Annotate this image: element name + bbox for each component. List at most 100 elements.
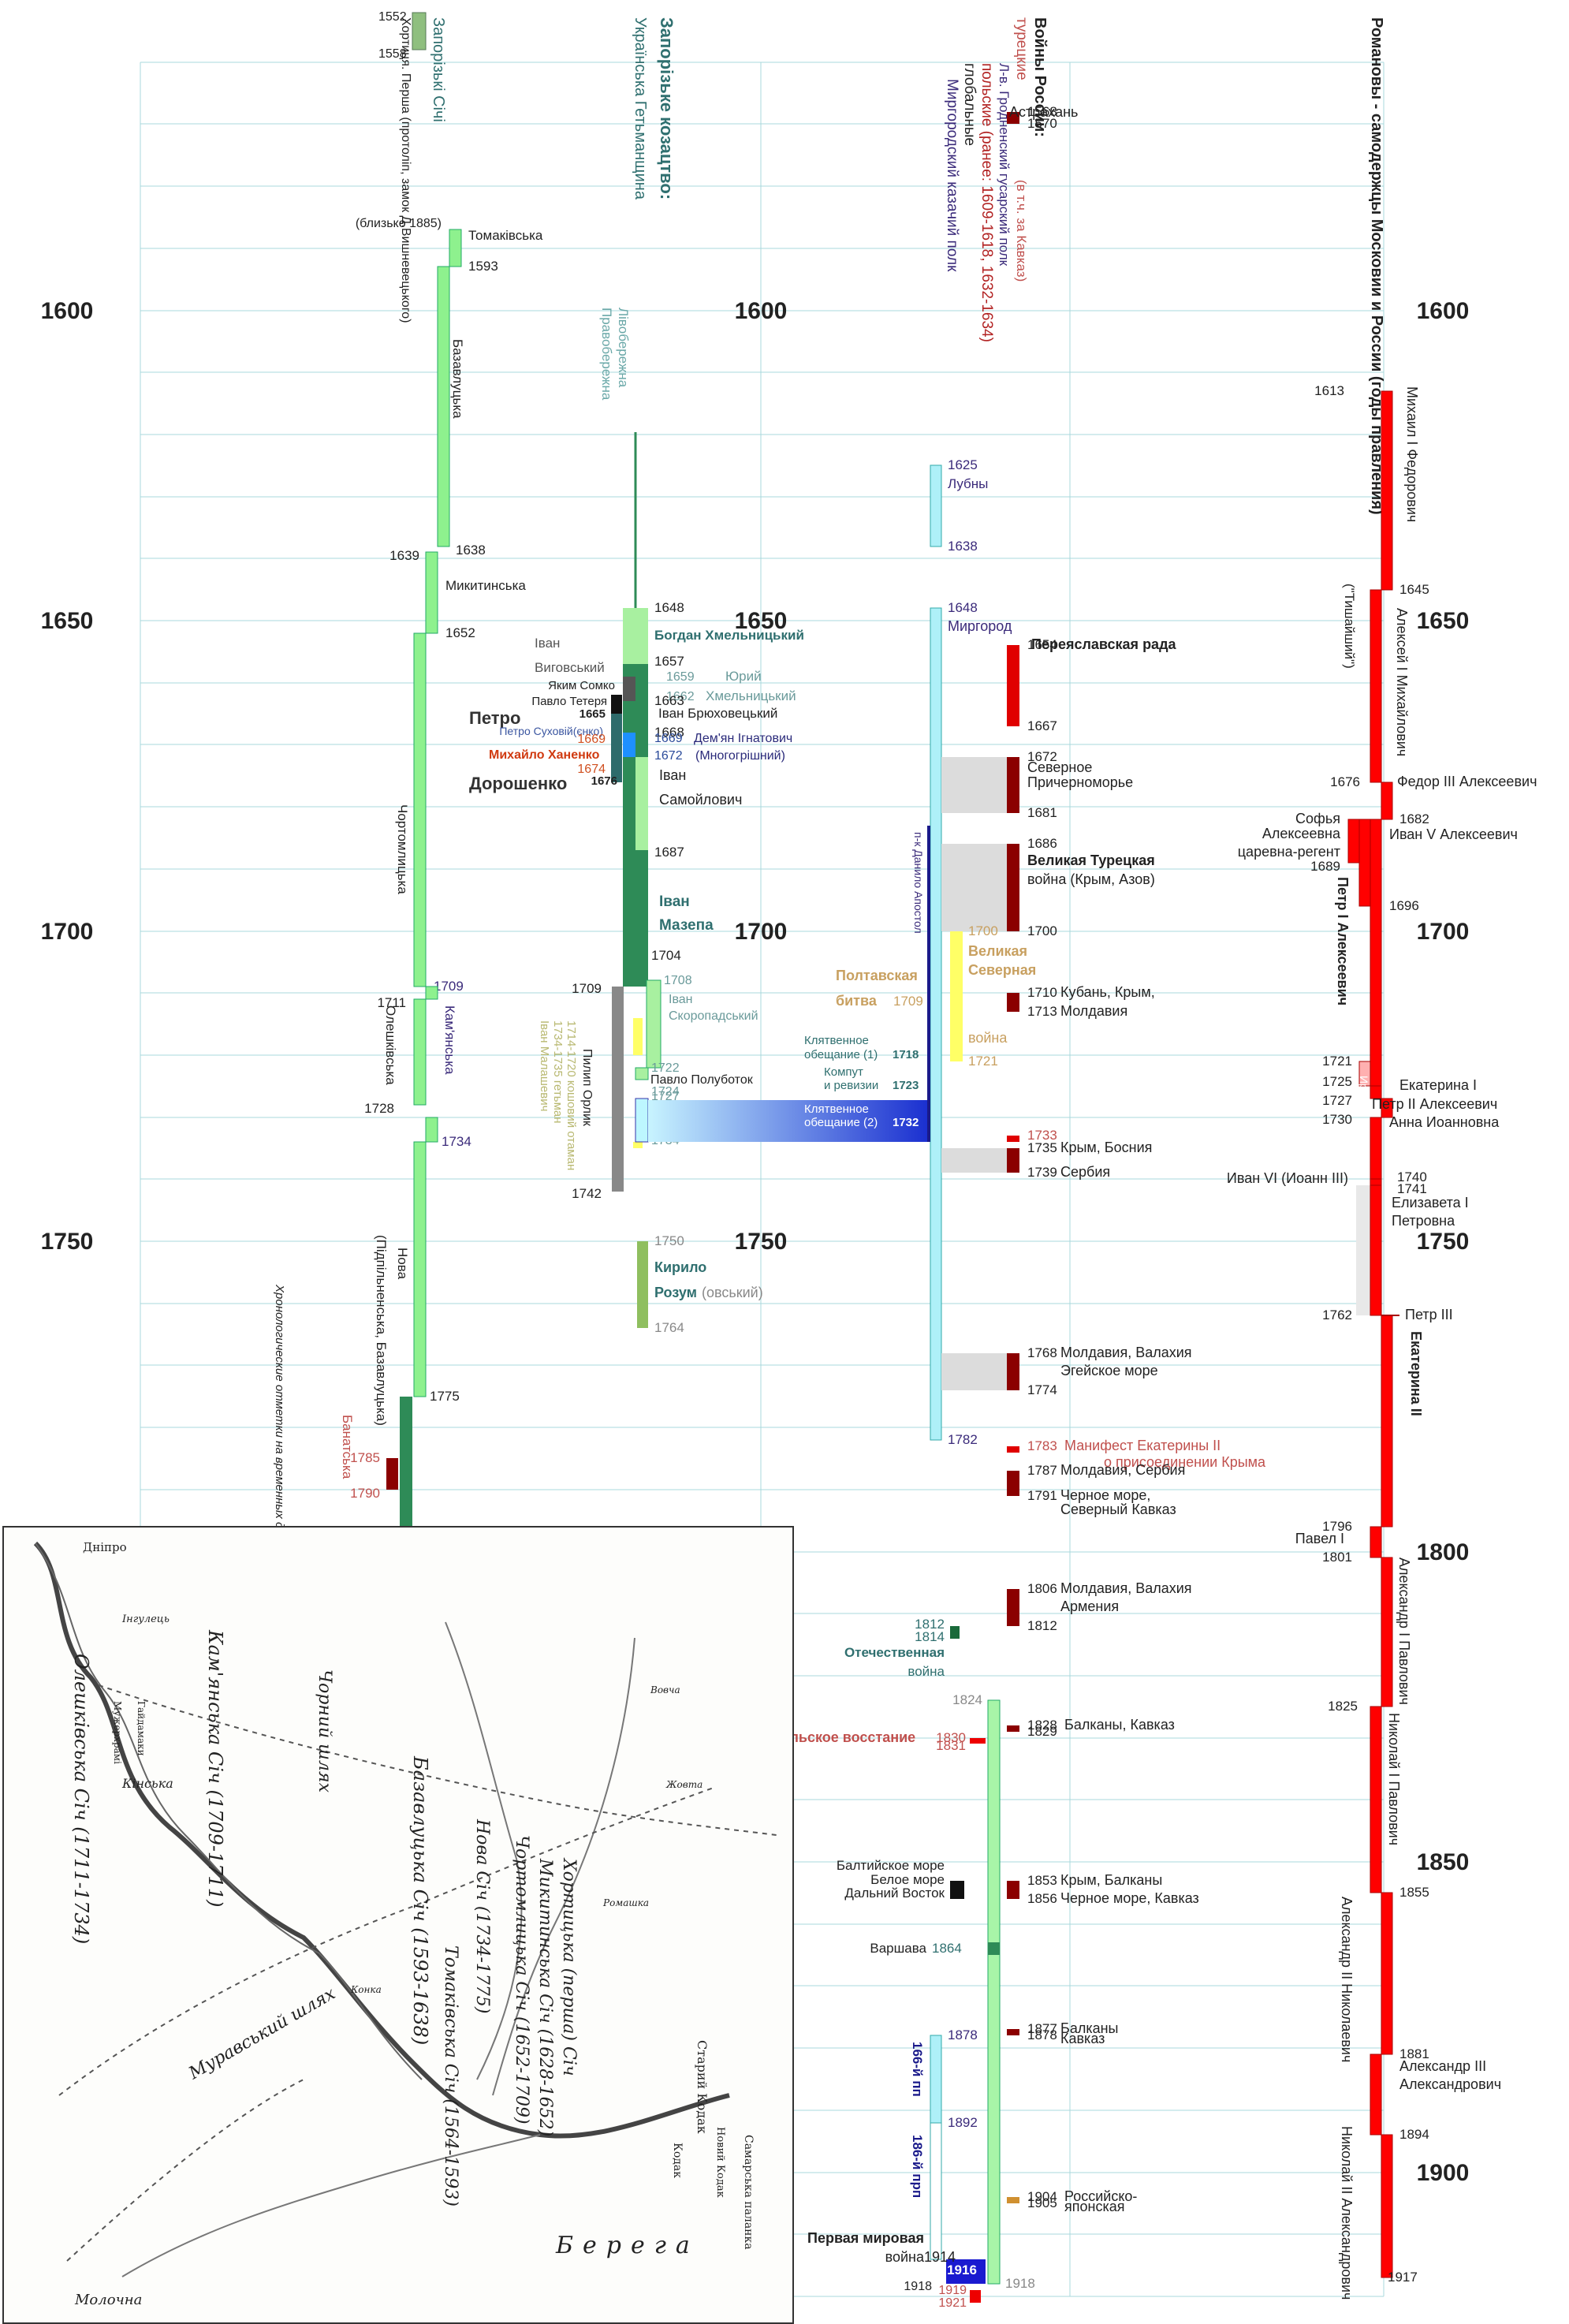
sich-nova-start-bar — [425, 1117, 438, 1143]
romanov-1676: 1676 — [1330, 774, 1360, 789]
hetman-teteria-bar — [611, 695, 622, 714]
war-text-1877a: Балканы — [1060, 2020, 1119, 2036]
romanov-1796: 1796 — [1322, 1519, 1352, 1534]
war-text-1783b: о присоединении Крыма — [1104, 1454, 1266, 1470]
romanov-sofia-2: Алексеевна — [1262, 826, 1341, 841]
decade-label: 1600 — [735, 298, 788, 324]
map-label-4: Чортомлицька Січ (1652-1709) — [512, 1835, 531, 2124]
mirgorod-warsaw: Варшава — [870, 1941, 926, 1956]
hetman-apo-from: 1727 — [651, 1090, 680, 1103]
romanov-1740: 1740 — [1397, 1169, 1427, 1184]
hetman-rozum-bar — [637, 1241, 648, 1328]
hetman-mazepa-1: Іван — [659, 893, 690, 910]
war-year2-8: 1774 — [1027, 1382, 1057, 1397]
hetman-rozum-1: Кирило — [654, 1259, 706, 1275]
war-year-14: 1877 — [1027, 2021, 1057, 2036]
header-mirgorod: Миргородский казачий полк — [944, 79, 960, 272]
sich-khortytsia-bar — [412, 12, 427, 50]
sich-oleshkivska-end: 1728 — [364, 1101, 394, 1116]
map-label-15: Дніпро — [83, 1540, 127, 1554]
war-year-7: 1735 — [1027, 1140, 1057, 1155]
decade-label: 1750 — [735, 1229, 788, 1255]
mirgorod-166-from: 1878 — [948, 2027, 978, 2042]
war-text-1787a: Молдавия, Сербия — [1060, 1462, 1185, 1478]
sich-mykytynska-end: 1652 — [445, 625, 475, 640]
war-text-1710b: Молдавия — [1060, 1003, 1127, 1019]
war-year-6: 1733 — [1027, 1128, 1057, 1143]
romanov-1881: 1881 — [1399, 2046, 1429, 2061]
decade-label: 1800 — [1417, 1539, 1470, 1565]
romanov-bar-11 — [1370, 2054, 1382, 2136]
map-label-18: Берега — [555, 2232, 699, 2259]
hetman-vyhovsky-1: Іван — [535, 636, 560, 651]
hetman-kompyut-a: Компут — [824, 1065, 863, 1079]
war-text-1700b: Северная — [968, 962, 1036, 978]
hetman-1668: 1668 — [654, 725, 684, 740]
romanov-sofia-1: Софья — [1295, 811, 1340, 826]
war-year2-4: 1721 — [968, 1054, 998, 1069]
decade-label: 1650 — [41, 608, 94, 634]
romanov-al3b: Александрович — [1399, 2076, 1501, 2092]
hetman-bohdan-name: Богдан Хмельницький — [654, 628, 804, 643]
hetman-yurii-1: Юрий — [725, 669, 762, 684]
mirgorod-lubny-label: Лубны — [948, 476, 988, 491]
romanov-peter1: Петр I Алексеевич — [1335, 877, 1351, 1005]
sich-chortomlytska-bar — [413, 632, 427, 987]
war-gray-2 — [941, 757, 1007, 813]
decade-label: 1650 — [735, 608, 788, 634]
header-left-bank: Лівобережна — [616, 308, 631, 388]
war-text-1806b: Армения — [1060, 1598, 1119, 1614]
hetman-vyhovsky-2: Виговський — [535, 660, 605, 675]
hetman-oath1-b: обещание (1) — [804, 1048, 878, 1061]
mirgorod-ww1-b: война — [885, 2249, 925, 2265]
hetman-petro: Петро — [469, 708, 520, 728]
map-label-5: Микитинська Січ (1628-1652) — [535, 1858, 555, 2136]
romanov-sofia-3: царевна-регент — [1238, 844, 1340, 860]
hetman-samoilovych-1: Іван — [659, 767, 686, 783]
map-label-7: Томаківська Січ (1564-1593) — [441, 1945, 460, 2206]
mirgorod-baltic-2: Белое море — [870, 1872, 945, 1887]
romanov-bar-5 — [1370, 1117, 1382, 1180]
header-right-bank: Правобережна — [599, 308, 614, 401]
hetman-briukhovetsky: Іван Брюховецький — [658, 706, 777, 721]
sich-nova-start: 1734 — [442, 1134, 471, 1149]
sich-banatska-end: 1790 — [350, 1486, 380, 1501]
war-year-15: 1904 — [1027, 2189, 1057, 2204]
mirgorod-from: 1648 — [948, 600, 978, 615]
mirgorod-baltic-1: Балтийское море — [837, 1858, 945, 1873]
war-year2-1: 1667 — [1027, 718, 1057, 733]
header-wars-hussar: Л-в. Гродненский гусарский полк — [997, 63, 1012, 267]
mirgorod-pu-y2: 1831 — [936, 1738, 966, 1753]
hetman-mnohohrishny-1: Дем'ян Ігнатович — [694, 732, 792, 745]
war-text-1686a: Великая Турецкая — [1027, 852, 1155, 868]
war-year2-13: 1856 — [1027, 1891, 1057, 1906]
decade-label: 1700 — [1417, 919, 1470, 945]
war-text-1783a: Манифест Екатерины II — [1064, 1438, 1221, 1453]
mirgorod-1919: 1919 — [938, 2284, 967, 2297]
hetman-khan-to: 1674 — [577, 763, 606, 776]
romanov-bar-6 — [1381, 1315, 1393, 1528]
decade-label: 1750 — [41, 1229, 94, 1255]
romanov-elizaveta-bg — [1356, 1185, 1370, 1315]
sich-nova-label: Нова — [395, 1248, 410, 1280]
mirgorod-ww1-bar — [946, 2259, 986, 2284]
mirgorod-1916: 1916 — [947, 2262, 977, 2277]
war-bar-2 — [1007, 757, 1019, 813]
war-year-12: 1828 — [1027, 1718, 1057, 1733]
hetman-briukhovetsky-end: 1663 — [654, 693, 684, 708]
mirgorod-hussar-to: 1918 — [1005, 2276, 1035, 2291]
war-bar-5 — [1007, 993, 1019, 1012]
hetman-mazepa-end: 1704 — [651, 948, 681, 963]
war-bar-7 — [1007, 1148, 1019, 1173]
decade-label: 1650 — [1417, 608, 1470, 634]
mirgorod-186-bar — [930, 2122, 942, 2260]
romanov-eliz-1: Елизавета I — [1392, 1195, 1469, 1210]
romanov-1682: 1682 — [1399, 811, 1429, 826]
romanov-tishaishii: ("Тишайший") — [1342, 584, 1357, 669]
decade-label: 1600 — [41, 298, 94, 324]
hetman-doroshenko-bar — [611, 714, 622, 782]
war-text-1672a: Северное — [1027, 759, 1092, 775]
hetman-teteria-end: 1665 — [580, 707, 606, 721]
romanov-1801: 1801 — [1322, 1550, 1352, 1565]
war-gray-7 — [941, 1148, 1007, 1173]
